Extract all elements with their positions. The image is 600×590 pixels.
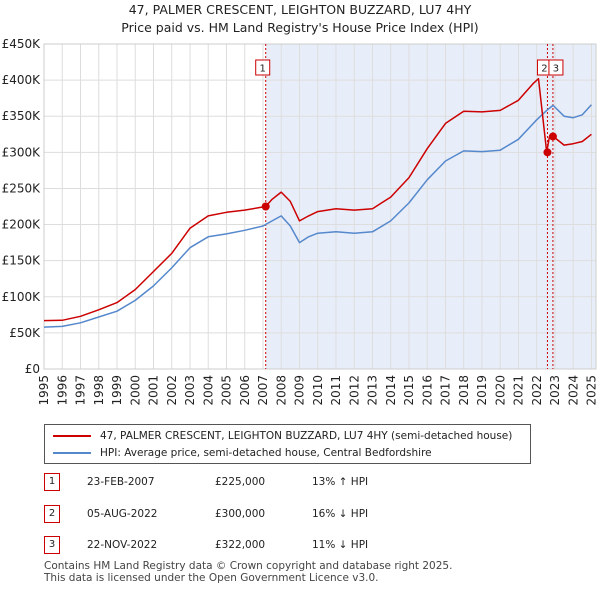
footer-line2: This data is licensed under the Open Gov… [44,572,379,584]
footer-line1: Contains HM Land Registry data © Crown c… [44,560,453,572]
sale-point [548,132,557,141]
legend-line-hpi [53,452,91,454]
x-tick-label: 2007 [256,375,270,406]
sale-label-text: 1 [260,64,266,75]
y-tick-label: £450K [2,37,42,51]
x-tick-label: 2013 [366,375,380,406]
transaction-marker: 2 [44,505,60,523]
transaction-hpi: 13% ↑ HPI [312,476,369,488]
x-tick-label: 2012 [347,375,361,406]
x-tick-label: 2006 [238,375,252,406]
x-tick-label: 2025 [585,375,599,406]
sale-label-box [255,59,271,76]
transaction-marker: 1 [44,473,60,491]
sale-label-text: 2 [541,64,547,75]
x-tick-label: 2001 [147,375,161,406]
x-tick-label: 2015 [402,375,416,406]
x-tick-label: 2024 [566,375,580,406]
x-tick-label: 1999 [110,375,124,406]
x-tick-label: 2017 [439,375,453,406]
legend-line-property [53,435,91,437]
x-tick-label: 2022 [530,375,544,406]
x-tick-label: 2005 [220,375,234,406]
transaction-hpi: 16% ↓ HPI [312,508,369,520]
transaction-row: 3 22-NOV-2022 £322,000 11% ↓ HPI [0,534,600,556]
transaction-date: 22-NOV-2022 [87,539,158,551]
transaction-marker: 3 [44,536,60,554]
y-tick-label: £400K [2,73,42,87]
y-tick-label: £300K [2,145,42,159]
x-tick-label: 2010 [311,375,325,406]
chart-title-line1: 47, PALMER CRESCENT, LEIGHTON BUZZARD, L… [129,2,472,17]
legend: 47, PALMER CRESCENT, LEIGHTON BUZZARD, L… [44,424,531,464]
x-tick-label: 2023 [548,375,562,406]
x-tick-label: 1997 [74,375,88,406]
property-series-line [43,77,592,322]
x-tick-label: 1996 [55,375,69,406]
sale-label-box [548,59,564,76]
sale-point [261,202,270,211]
x-tick-label: 2000 [128,375,142,406]
x-tick-label: 2003 [183,375,197,406]
x-tick-label: 2002 [165,375,179,406]
x-tick-label: 1998 [92,375,106,406]
x-tick-label: 1995 [37,375,51,406]
x-tick-label: 2018 [457,375,471,406]
hpi-series-line [43,104,592,328]
x-tick-label: 2011 [329,375,343,406]
x-tick-label: 2019 [475,375,489,406]
transaction-price: £322,000 [215,539,266,551]
x-tick-label: 2004 [201,375,215,406]
x-tick-label: 2009 [293,375,307,406]
footer: Contains HM Land Registry data © Crown c… [44,560,452,584]
transaction-price: £300,000 [215,508,266,520]
legend-label-property: 47, PALMER CRESCENT, LEIGHTON BUZZARD, L… [100,430,513,442]
transaction-row: 1 23-FEB-2007 £225,000 13% ↑ HPI [0,471,600,493]
sale-label-text: 3 [553,64,559,75]
legend-label-hpi: HPI: Average price, semi-detached house,… [100,447,432,459]
sale-point [543,148,552,157]
transaction-row: 2 05-AUG-2022 £300,000 16% ↓ HPI [0,503,600,525]
y-tick-label: £200K [2,218,42,232]
y-tick-label: £250K [2,181,42,195]
price-chart: 47, PALMER CRESCENT, LEIGHTON BUZZARD, L… [2,2,599,406]
x-tick-label: 2014 [384,375,398,406]
y-tick-label: £0 [25,362,40,376]
transaction-date: 05-AUG-2022 [87,508,158,520]
transaction-price: £225,000 [215,476,266,488]
plot-frame [43,43,597,370]
transaction-date: 23-FEB-2007 [87,476,155,488]
x-tick-label: 2020 [493,375,507,406]
transaction-hpi: 11% ↓ HPI [312,539,369,551]
y-tick-label: £150K [2,254,42,268]
shaded-ownership-region [265,44,596,369]
x-tick-label: 2008 [274,375,288,406]
chart-title-line2: Price paid vs. HM Land Registry's House … [121,20,478,35]
y-tick-label: £100K [2,290,42,304]
x-tick-label: 2021 [512,375,526,406]
y-tick-label: £50K [9,326,41,340]
x-tick-label: 2016 [420,375,434,406]
y-tick-label: £350K [2,109,42,123]
